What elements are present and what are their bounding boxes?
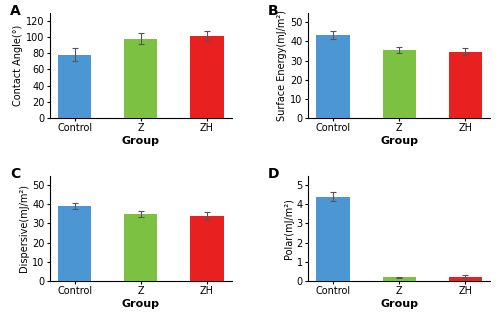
Y-axis label: Dispersive(mJ/m²): Dispersive(mJ/m²)	[20, 184, 30, 272]
Bar	[382, 50, 416, 118]
Y-axis label: Contact Angle(°): Contact Angle(°)	[13, 25, 23, 106]
X-axis label: Group: Group	[122, 299, 160, 309]
Bar	[124, 39, 158, 118]
Y-axis label: Surface Energy(mJ/m²): Surface Energy(mJ/m²)	[278, 10, 287, 121]
Y-axis label: Polar(mJ/m²): Polar(mJ/m²)	[284, 198, 294, 259]
Text: D: D	[268, 167, 280, 181]
Bar	[316, 35, 350, 118]
Bar	[382, 277, 416, 281]
Bar	[124, 214, 158, 281]
Bar	[190, 216, 224, 281]
Bar	[58, 55, 92, 118]
Bar	[316, 197, 350, 281]
Bar	[448, 52, 482, 118]
Bar	[448, 277, 482, 281]
Text: A: A	[10, 4, 21, 19]
Bar	[58, 206, 92, 281]
Text: C: C	[10, 167, 20, 181]
X-axis label: Group: Group	[122, 136, 160, 146]
Text: B: B	[268, 4, 279, 19]
Bar	[190, 36, 224, 118]
X-axis label: Group: Group	[380, 299, 418, 309]
X-axis label: Group: Group	[380, 136, 418, 146]
